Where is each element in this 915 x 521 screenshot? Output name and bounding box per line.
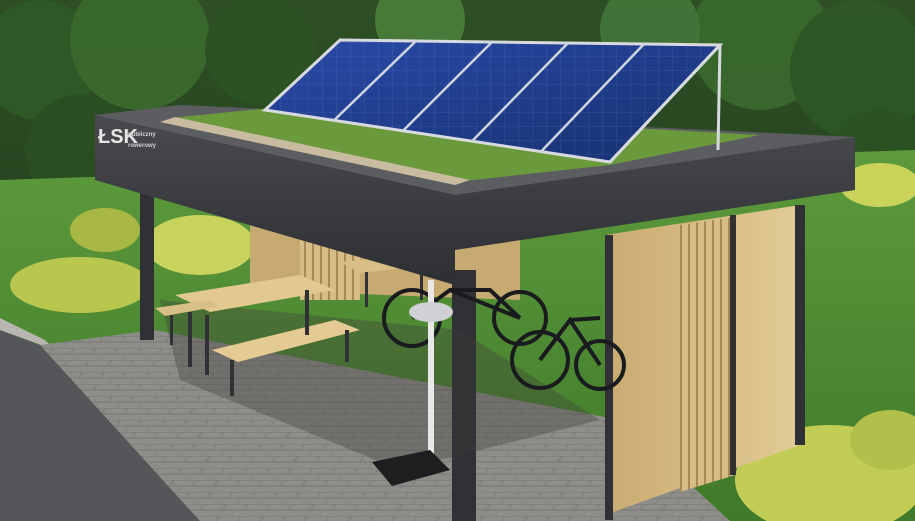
panel-divider xyxy=(540,43,645,153)
cabin-slats xyxy=(680,217,735,492)
post-front-middle xyxy=(452,270,476,521)
picnic-table-front xyxy=(155,275,360,396)
bicycles xyxy=(382,287,626,391)
cabin-post-right xyxy=(795,205,805,445)
panel-dividers xyxy=(333,40,645,153)
cabin-post-mid xyxy=(730,215,736,475)
repair-stand xyxy=(372,280,453,486)
paving xyxy=(40,330,730,521)
solar-array xyxy=(265,40,720,162)
solar-frame xyxy=(261,38,724,164)
sign-line1: publiczny xyxy=(128,132,156,138)
curb xyxy=(0,318,55,350)
panel-divider xyxy=(402,41,493,132)
panel-divider xyxy=(471,42,569,143)
road xyxy=(0,330,200,521)
post-front-left xyxy=(140,170,154,340)
green-roof xyxy=(170,108,760,182)
cabin-post-left xyxy=(605,235,613,520)
signage: ŁSK publiczny rowerowy xyxy=(98,126,157,149)
gravel-strip xyxy=(160,117,470,185)
sign-logo: ŁSK xyxy=(98,126,139,148)
sign-line2: rowerowy xyxy=(128,143,157,149)
panel-divider xyxy=(333,40,417,122)
